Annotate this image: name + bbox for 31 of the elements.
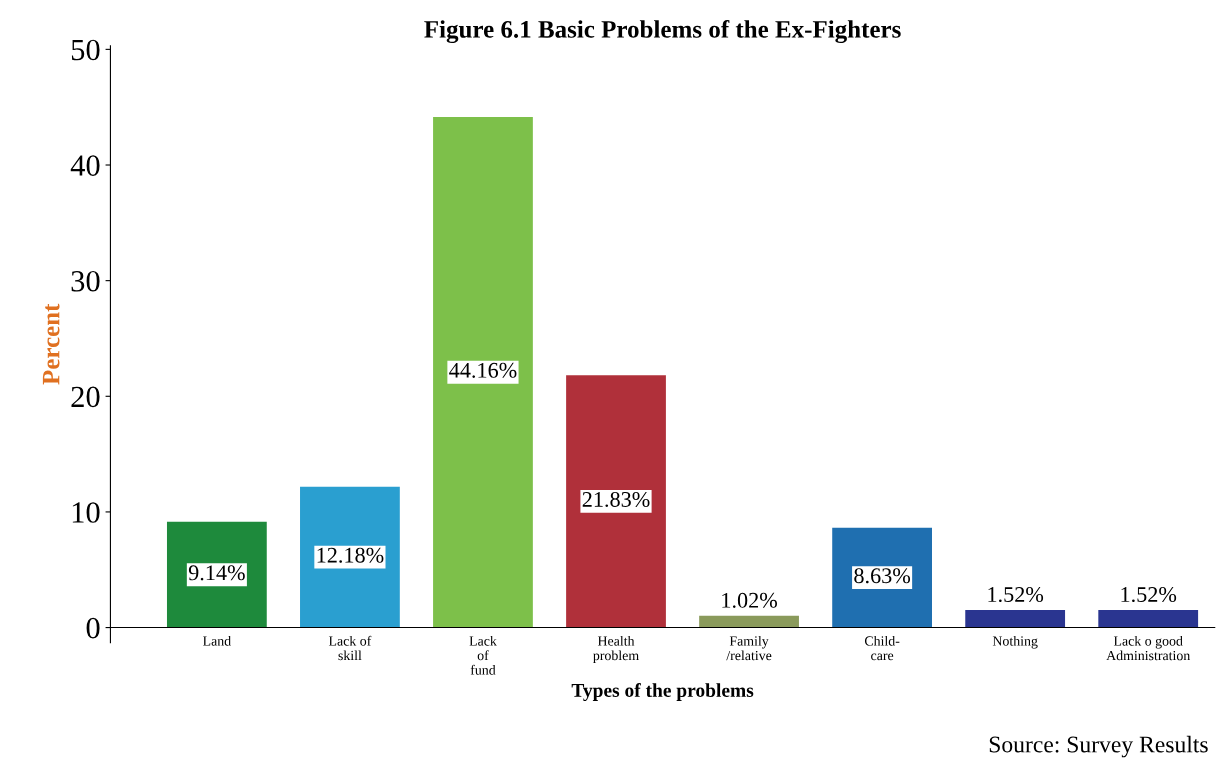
y-tick-label: 0 bbox=[86, 617, 100, 639]
x-tick-label: Nothing bbox=[992, 635, 1038, 649]
x-tick-label: Family /relative bbox=[726, 635, 772, 661]
x-tick-label: Health problem bbox=[593, 635, 639, 664]
y-tick-label: 50 bbox=[71, 39, 100, 61]
data-label: 44.16% bbox=[449, 362, 517, 378]
bar bbox=[433, 116, 533, 628]
data-label: 12.18% bbox=[317, 547, 384, 563]
data-label: 1.02% bbox=[722, 592, 777, 608]
data-label: 1.52% bbox=[1121, 587, 1177, 603]
x-tick-label: Land bbox=[203, 635, 231, 646]
bar bbox=[566, 375, 666, 628]
y-tick-label: 40 bbox=[70, 155, 100, 176]
x-tick-label: Child- care bbox=[864, 635, 900, 661]
y-tick-label: 30 bbox=[71, 270, 100, 292]
data-label: 8.63% bbox=[854, 568, 911, 584]
y-tick-label: 20 bbox=[71, 386, 100, 408]
x-axis-title: Types of the problems bbox=[571, 683, 754, 701]
bar bbox=[832, 527, 932, 628]
data-label: 1.52% bbox=[988, 587, 1044, 603]
x-tick-label: Lack of fund bbox=[469, 635, 497, 675]
bar bbox=[166, 521, 267, 628]
bar bbox=[300, 486, 400, 628]
x-tick-label: Lack of skill bbox=[328, 635, 372, 661]
x-tick-label: Lack o good Administration bbox=[1106, 635, 1191, 661]
chart-title: Figure 6.1 Basic Problems of the Ex-Fighters bbox=[424, 19, 901, 44]
y-tick-label: 10 bbox=[72, 502, 100, 523]
y-axis-title: Percent bbox=[42, 303, 60, 385]
data-label: 21.83% bbox=[582, 491, 650, 508]
source-note: Source: Survey Results bbox=[989, 735, 1208, 758]
data-label: 9.14% bbox=[188, 565, 245, 581]
